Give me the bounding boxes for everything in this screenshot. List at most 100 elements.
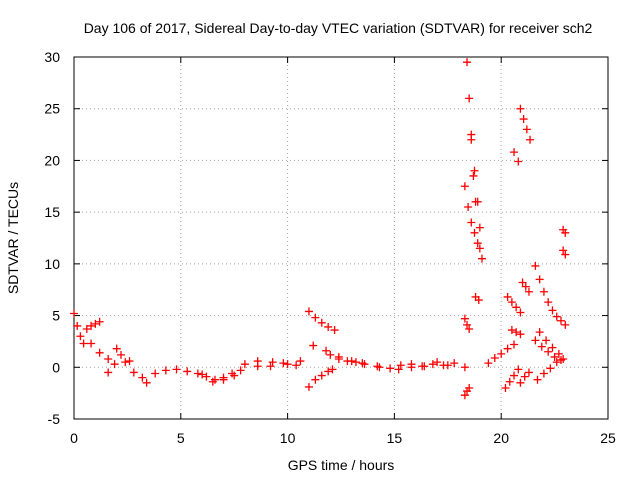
data-point — [330, 326, 339, 335]
data-point — [142, 378, 151, 387]
data-point — [343, 357, 352, 366]
data-point — [70, 309, 78, 318]
x-tick-label: 15 — [387, 430, 403, 446]
data-point — [497, 349, 506, 358]
data-point — [516, 104, 525, 113]
data-point — [465, 94, 474, 103]
data-point — [292, 361, 301, 370]
series-arc-30 — [531, 261, 570, 329]
data-point — [317, 371, 326, 380]
data-point — [450, 359, 459, 368]
data-point — [514, 157, 523, 166]
data-point — [505, 377, 514, 386]
data-point — [460, 363, 469, 372]
data-point — [465, 383, 474, 392]
grid — [74, 57, 608, 419]
series-arc-4 — [104, 350, 134, 377]
data-point — [95, 348, 104, 357]
data-point — [87, 321, 96, 330]
data-point — [91, 319, 100, 328]
series-arc-12 — [326, 350, 367, 368]
data-point — [420, 362, 429, 371]
series-arc-22 — [501, 365, 523, 392]
series-arc-28 — [516, 368, 533, 387]
series-arc-32 — [533, 358, 561, 384]
data-point — [516, 308, 525, 317]
data-point — [82, 325, 91, 334]
data-point — [531, 261, 540, 270]
data-point — [219, 375, 228, 384]
data-point — [510, 340, 519, 349]
data-point — [473, 197, 482, 206]
data-point — [548, 306, 557, 315]
series-arc-26 — [510, 148, 523, 166]
data-point — [296, 357, 305, 366]
data-point — [539, 369, 548, 378]
y-axis-label: SDTVAR / TECUs — [5, 182, 21, 294]
data-point — [386, 364, 395, 373]
series-arc-33 — [559, 225, 570, 237]
y-tick-label: 0 — [52, 359, 60, 375]
data-point — [358, 359, 367, 368]
data-point — [544, 347, 553, 356]
data-point — [475, 223, 484, 232]
data-point — [475, 244, 484, 253]
chart-title: Day 106 of 2017, Sidereal Day-to-day VTE… — [84, 20, 593, 36]
data-point — [521, 282, 530, 291]
data-point — [334, 355, 343, 364]
data-point — [324, 322, 333, 331]
data-point — [535, 328, 544, 337]
data-point — [268, 358, 277, 367]
data-point — [309, 341, 318, 350]
data-point — [396, 361, 405, 370]
data-point — [518, 278, 527, 287]
data-point — [151, 369, 160, 378]
axis-ticks — [73, 56, 609, 420]
data-point — [375, 363, 384, 372]
data-point — [520, 372, 529, 381]
series-arc-2 — [82, 317, 104, 334]
data-point — [501, 383, 510, 392]
data-point — [503, 344, 512, 353]
data-point — [557, 316, 566, 325]
data-point — [104, 368, 113, 377]
data-point — [467, 218, 476, 227]
data-point — [460, 182, 469, 191]
data-point — [193, 369, 202, 378]
data-point — [87, 339, 96, 348]
series-arc-20 — [471, 292, 483, 305]
data-point — [230, 371, 239, 380]
data-point — [279, 359, 288, 368]
data-point — [351, 358, 360, 367]
y-tick-label: -5 — [48, 411, 61, 427]
data-point — [503, 292, 512, 301]
data-point — [477, 254, 486, 263]
data-point — [112, 344, 121, 353]
x-tick-label: 10 — [280, 430, 296, 446]
data-point — [110, 360, 119, 369]
data-point — [407, 360, 416, 369]
series-arc-23 — [507, 326, 525, 339]
data-point — [240, 360, 249, 369]
x-tick-label: 25 — [600, 430, 616, 446]
data-point — [236, 366, 245, 375]
y-tick-label: 25 — [44, 101, 60, 117]
data-point — [202, 372, 211, 381]
data-point — [539, 287, 548, 296]
data-point — [544, 298, 553, 307]
data-point — [552, 312, 561, 321]
data-point — [311, 313, 320, 322]
data-point — [210, 375, 219, 384]
series-arc-8 — [253, 357, 305, 371]
data-point — [73, 321, 82, 330]
series-arc-9 — [304, 307, 339, 335]
data-point — [561, 250, 570, 259]
data-point — [394, 365, 403, 374]
series-arc-29 — [531, 336, 566, 365]
series-arc-6 — [198, 370, 239, 386]
data-point — [507, 326, 516, 335]
y-tick-label: 30 — [44, 49, 60, 65]
x-tick-label: 20 — [493, 430, 509, 446]
data-point — [208, 377, 217, 386]
data-point — [516, 378, 525, 387]
